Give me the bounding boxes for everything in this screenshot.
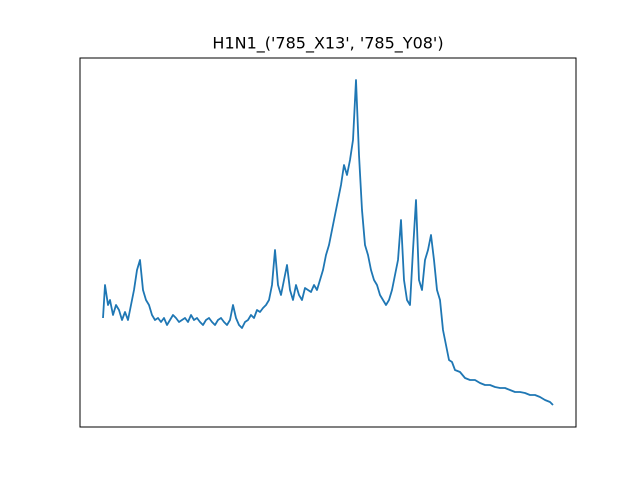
chart-title: H1N1_('785_X13', '785_Y08') (212, 34, 443, 54)
plot-frame (79, 57, 577, 428)
data-line (102, 79, 554, 406)
